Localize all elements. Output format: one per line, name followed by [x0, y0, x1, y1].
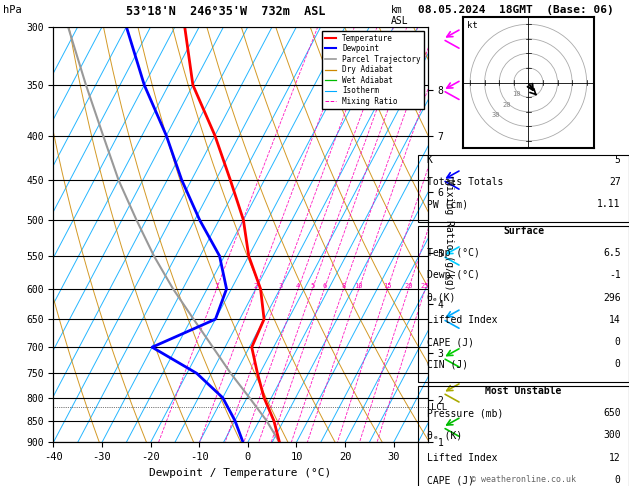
Text: Pressure (mb): Pressure (mb) [426, 408, 503, 418]
Bar [418, 226, 629, 382]
Text: © weatheronline.co.uk: © weatheronline.co.uk [471, 475, 576, 485]
Text: 0: 0 [615, 475, 621, 485]
Text: 650: 650 [603, 408, 621, 418]
Text: 0: 0 [615, 337, 621, 347]
X-axis label: Dewpoint / Temperature (°C): Dewpoint / Temperature (°C) [150, 468, 331, 478]
Text: 8: 8 [342, 283, 346, 289]
Bar [418, 386, 629, 486]
Text: 20: 20 [404, 283, 413, 289]
Text: CAPE (J): CAPE (J) [426, 475, 474, 485]
Text: 4: 4 [296, 283, 300, 289]
Text: 25: 25 [421, 283, 430, 289]
Text: K: K [426, 155, 433, 165]
Text: -1: -1 [609, 270, 621, 280]
Text: 1: 1 [214, 283, 219, 289]
Text: 14: 14 [609, 315, 621, 325]
Text: CIN (J): CIN (J) [426, 360, 468, 369]
Bar [418, 155, 629, 222]
Text: 3: 3 [278, 283, 282, 289]
Text: Lifted Index: Lifted Index [426, 452, 497, 463]
Legend: Temperature, Dewpoint, Parcel Trajectory, Dry Adiabat, Wet Adiabat, Isotherm, Mi: Temperature, Dewpoint, Parcel Trajectory… [321, 31, 424, 109]
Text: Dewp (°C): Dewp (°C) [426, 270, 479, 280]
Text: Totals Totals: Totals Totals [426, 177, 503, 187]
Text: 296: 296 [603, 293, 621, 303]
Text: 10: 10 [513, 91, 521, 97]
Text: CAPE (J): CAPE (J) [426, 337, 474, 347]
Text: Lifted Index: Lifted Index [426, 315, 497, 325]
Text: 12: 12 [609, 452, 621, 463]
Text: 08.05.2024  18GMT  (Base: 06): 08.05.2024 18GMT (Base: 06) [418, 5, 614, 15]
Text: 0: 0 [615, 360, 621, 369]
Text: θₑ(K): θₑ(K) [426, 293, 456, 303]
Text: 27: 27 [609, 177, 621, 187]
Text: 30: 30 [492, 112, 500, 118]
Text: Most Unstable: Most Unstable [486, 386, 562, 396]
Text: Temp (°C): Temp (°C) [426, 248, 479, 258]
Text: 1.11: 1.11 [597, 199, 621, 209]
Text: LCL: LCL [431, 402, 448, 412]
Text: PW (cm): PW (cm) [426, 199, 468, 209]
Text: 6: 6 [322, 283, 326, 289]
Text: km
ASL: km ASL [391, 5, 409, 26]
Text: 20: 20 [502, 102, 511, 108]
Text: 5: 5 [615, 155, 621, 165]
Text: Surface: Surface [503, 226, 544, 236]
Text: θₑ (K): θₑ (K) [426, 431, 462, 440]
Y-axis label: Mixing Ratio (g/kg): Mixing Ratio (g/kg) [445, 179, 454, 290]
Text: 5: 5 [310, 283, 314, 289]
Text: 300: 300 [603, 431, 621, 440]
Text: 2: 2 [253, 283, 258, 289]
Text: 53°18'N  246°35'W  732m  ASL: 53°18'N 246°35'W 732m ASL [126, 5, 325, 18]
Text: 10: 10 [355, 283, 363, 289]
Text: hPa: hPa [3, 5, 22, 15]
Text: kt: kt [467, 21, 477, 30]
Text: 15: 15 [383, 283, 392, 289]
Text: 6.5: 6.5 [603, 248, 621, 258]
